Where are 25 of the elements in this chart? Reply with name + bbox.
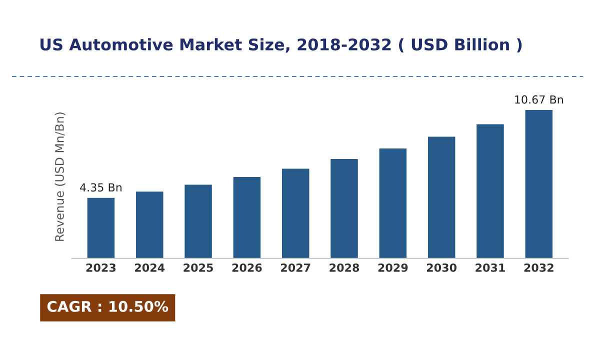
bar (476, 124, 504, 258)
bar (525, 110, 553, 258)
text: CAGR : 10.50% (47, 300, 168, 312)
bar (233, 177, 261, 258)
x-tick-label: 2026 (232, 263, 262, 272)
x-tick-label: 2025 (184, 263, 213, 272)
bar (136, 192, 164, 258)
x-tick-label: 2032 (524, 263, 554, 272)
x-tick-label: 2029 (378, 263, 408, 272)
bar (330, 158, 358, 258)
bar (184, 184, 212, 258)
bar (428, 136, 456, 258)
chart-title: US Automotive Market Size, 2018-2032 ( USD Billion ) (40, 38, 522, 53)
x-tick-label: 2031 (476, 263, 505, 272)
bar (379, 148, 407, 258)
bar (87, 198, 115, 258)
x-tick-label: 2028 (330, 263, 360, 272)
x-tick-label: 2024 (135, 263, 165, 272)
x-tick-label: 2027 (281, 263, 310, 272)
x-tick-label: 2023 (86, 263, 116, 272)
data-label: 4.35 Bn (80, 183, 122, 192)
bar (282, 168, 310, 258)
data-label: 10.67 Bn (515, 95, 563, 104)
x-tick-label: 2030 (427, 263, 457, 272)
y-axis-title: Revenue (USD Mn/Bn) (54, 112, 66, 241)
